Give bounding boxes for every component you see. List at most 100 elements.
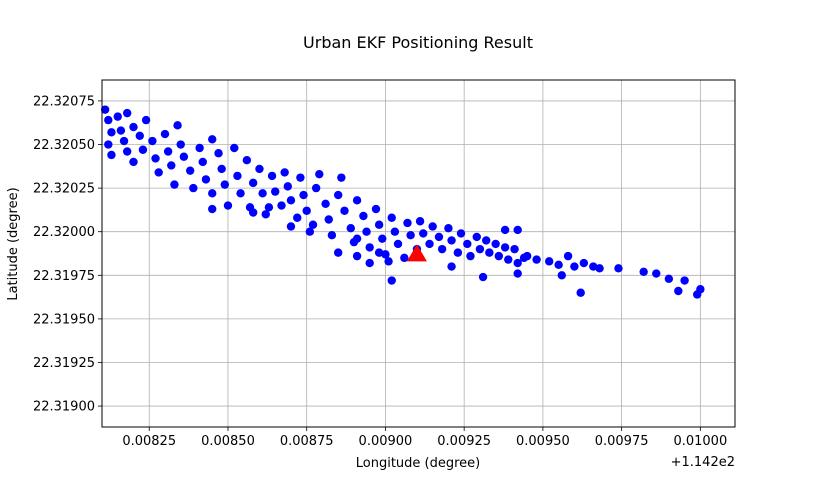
- scatter-point: [456, 229, 466, 238]
- scatter-point: [255, 164, 264, 174]
- scatter-point: [453, 248, 463, 257]
- scatter-point: [639, 267, 648, 277]
- scatter-point: [365, 243, 374, 252]
- scatter-point: [664, 274, 674, 283]
- scatter-point: [302, 206, 311, 215]
- scatter-point: [104, 115, 113, 125]
- scatter-point: [261, 210, 270, 219]
- scatter-point: [447, 236, 456, 245]
- scatter-point: [504, 255, 513, 264]
- scatter-point: [113, 112, 122, 121]
- scatter-point: [129, 122, 138, 132]
- scatter-point: [195, 143, 204, 153]
- grid: [102, 80, 735, 427]
- scatter-point: [167, 161, 176, 170]
- scatter-point: [198, 157, 207, 167]
- scatter-point: [236, 189, 245, 198]
- scatter-point: [160, 129, 170, 139]
- scatter-point: [447, 262, 456, 271]
- x-tick-label: 0.00875: [280, 434, 334, 449]
- y-tick-label: 22.31950: [33, 312, 95, 327]
- y-axis-label: Latitude (degree): [6, 187, 21, 300]
- scatter-point: [315, 169, 324, 179]
- scatter-point: [107, 150, 116, 160]
- scatter-point: [387, 276, 396, 285]
- y-tick-label: 22.32075: [33, 94, 95, 109]
- scatter-point: [371, 204, 381, 214]
- scatter-point: [299, 190, 308, 200]
- scatter-point: [327, 230, 337, 240]
- scatter-point: [374, 248, 384, 257]
- scatter-point: [352, 251, 362, 261]
- scatter-point: [340, 206, 349, 215]
- scatter-point: [100, 105, 110, 114]
- scatter-point: [223, 201, 233, 210]
- scatter-point: [305, 227, 315, 236]
- scatter-point: [220, 180, 230, 189]
- y-tick-label: 22.32025: [33, 182, 95, 197]
- scatter-point: [381, 250, 390, 259]
- scatter-point: [491, 239, 500, 249]
- scatter-point: [513, 269, 522, 278]
- chart-title: Urban EKF Positioning Result: [303, 33, 533, 52]
- scatter-point: [283, 182, 293, 191]
- scatter-point: [214, 149, 223, 158]
- scatter-point: [311, 183, 321, 193]
- scatter-point: [437, 244, 447, 254]
- scatter-point: [119, 136, 129, 146]
- scatter-point: [352, 234, 362, 243]
- scatter-point: [595, 264, 604, 273]
- scatter-point: [352, 196, 362, 205]
- scatter-point: [444, 224, 453, 233]
- scatter-point: [406, 230, 415, 240]
- scatter-point: [129, 157, 138, 167]
- scatter-point: [485, 248, 494, 257]
- scatter-point: [321, 199, 330, 209]
- scatter-point: [267, 171, 277, 181]
- scatter-point: [258, 189, 267, 198]
- scatter-point: [387, 213, 396, 222]
- scatter-point: [400, 253, 409, 263]
- scatter-point: [500, 243, 510, 252]
- scatter-point: [478, 272, 488, 282]
- scatter-point: [419, 229, 428, 238]
- scatter-point: [570, 262, 579, 271]
- x-tick-label: 0.00925: [437, 434, 491, 449]
- scatter-point: [403, 218, 412, 228]
- scatter-point: [563, 251, 573, 261]
- data-series: [100, 105, 705, 299]
- scatter-point: [122, 147, 132, 156]
- scatter-point: [614, 264, 623, 273]
- scatter-point: [163, 147, 173, 156]
- scatter-point: [519, 253, 529, 263]
- scatter-point: [510, 244, 519, 254]
- scatter-point: [554, 260, 563, 270]
- y-tick-label: 22.31925: [33, 356, 95, 371]
- scatter-point: [425, 239, 434, 249]
- scatter-point: [293, 213, 302, 222]
- scatter-point: [286, 196, 296, 205]
- scatter-point: [393, 239, 403, 249]
- scatter-point: [365, 258, 374, 268]
- scatter-point: [475, 244, 485, 254]
- y-tick-label: 22.31900: [33, 400, 95, 415]
- scatter-point: [482, 236, 491, 245]
- x-tick-label: 0.00975: [595, 434, 649, 449]
- scatter-point: [589, 262, 598, 271]
- scatter-point: [135, 131, 144, 140]
- scatter-point: [217, 164, 226, 174]
- scatter-point: [557, 271, 566, 280]
- x-tick-label: 0.00825: [122, 434, 176, 449]
- scatter-point: [296, 173, 305, 182]
- x-tick-label: 0.00900: [359, 434, 413, 449]
- scatter-point: [122, 108, 132, 118]
- scatter-point: [494, 251, 504, 261]
- scatter-point: [179, 152, 189, 161]
- scatter-point: [104, 140, 113, 149]
- plot-frame: [101, 79, 736, 428]
- scatter-point: [141, 115, 151, 125]
- scatter-point: [176, 140, 185, 149]
- scatter-point: [544, 257, 554, 266]
- y-tick-label: 22.31975: [33, 269, 95, 284]
- scatter-point: [415, 217, 425, 226]
